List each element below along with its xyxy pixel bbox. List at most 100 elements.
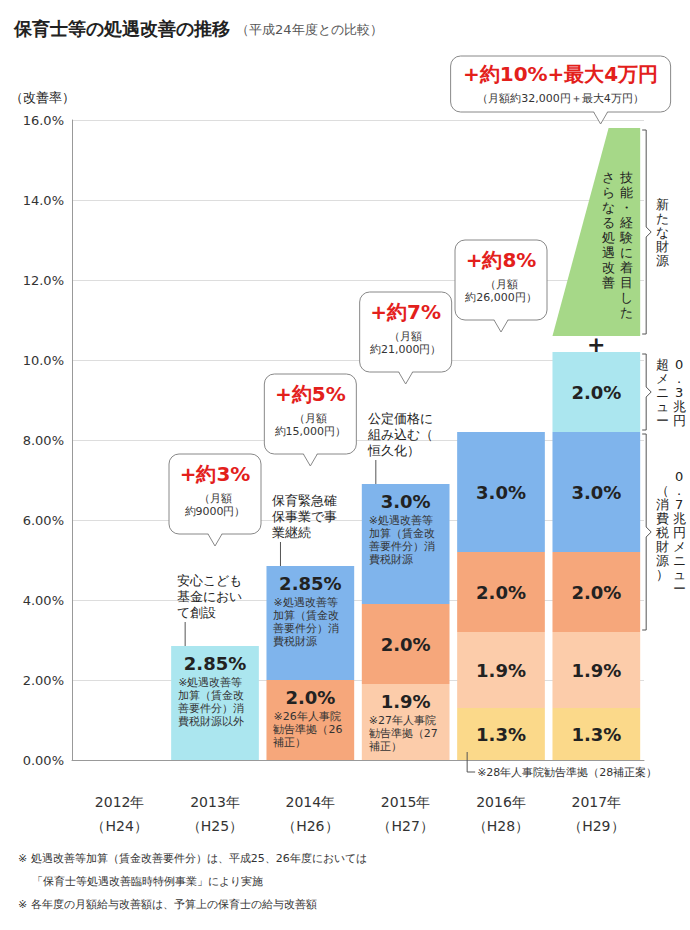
svg-text:技: 技	[619, 170, 633, 185]
svg-text:2017年: 2017年	[572, 794, 622, 810]
svg-text:2.0%: 2.0%	[476, 582, 526, 603]
svg-text:善要件分）消: 善要件分）消	[369, 540, 435, 553]
svg-text:0.00%: 0.00%	[23, 753, 64, 768]
svg-text:ュ: ュ	[673, 567, 686, 582]
svg-text:善: 善	[602, 275, 615, 290]
svg-text:源: 源	[656, 253, 669, 268]
svg-text:超: 超	[656, 357, 669, 372]
svg-text:源: 源	[656, 553, 669, 568]
svg-text:勧告準拠（27: 勧告準拠（27	[369, 727, 438, 740]
svg-text:※ 処遇改善等加算（賃金改善要件分）は、平成25、26年度に: ※ 処遇改善等加算（賃金改善要件分）は、平成25、26年度においては	[18, 852, 367, 865]
svg-text:2.85%: 2.85%	[279, 573, 341, 594]
svg-text:ー: ー	[673, 581, 686, 596]
svg-text:3.0%: 3.0%	[381, 491, 431, 512]
svg-text:た: た	[656, 211, 669, 226]
svg-text:円: 円	[673, 413, 686, 428]
svg-text:「保育士等処遇改善臨時特例事業」により実施: 「保育士等処遇改善臨時特例事業」により実施	[32, 875, 263, 888]
svg-text:4.00%: 4.00%	[23, 593, 64, 608]
svg-text:（: （	[656, 483, 669, 498]
svg-text:2.0%: 2.0%	[381, 634, 431, 655]
svg-text:（H24）: （H24）	[91, 818, 147, 834]
svg-text:14.0%: 14.0%	[23, 193, 64, 208]
svg-text:※ 各年度の月額給与改善額は、予算上の保育士の給与改善額: ※ 各年度の月額給与改善額は、予算上の保育士の給与改善額	[18, 898, 317, 911]
svg-text:（H28）: （H28）	[473, 818, 529, 834]
svg-text:1.9%: 1.9%	[571, 660, 621, 681]
svg-text:（月額: （月額	[199, 492, 232, 505]
svg-text:ニ: ニ	[673, 553, 686, 568]
svg-text:+: +	[587, 332, 605, 357]
svg-text:2.00%: 2.00%	[23, 673, 64, 688]
svg-text:善要件分）消: 善要件分）消	[178, 702, 244, 715]
svg-text:2.0%: 2.0%	[285, 687, 335, 708]
svg-text:組み込む（: 組み込む（	[367, 427, 433, 442]
svg-text:費: 費	[656, 511, 669, 526]
svg-text:公定価格に: 公定価格に	[368, 411, 433, 426]
svg-text:2012年: 2012年	[95, 794, 145, 810]
svg-text:着: 着	[620, 260, 633, 275]
svg-text:3.0%: 3.0%	[476, 482, 526, 503]
svg-text:メ: メ	[673, 539, 686, 554]
svg-text:経: 経	[619, 215, 633, 230]
svg-text:ニ: ニ	[656, 385, 669, 400]
svg-text:約9000円）: 約9000円）	[185, 505, 246, 518]
svg-text:2.85%: 2.85%	[184, 653, 246, 674]
svg-text:（H25）: （H25）	[187, 818, 243, 834]
svg-text:費税財源以外: 費税財源以外	[178, 715, 244, 728]
svg-text:保育士等の処遇改善の推移: 保育士等の処遇改善の推移	[13, 18, 230, 39]
svg-text:新: 新	[656, 197, 669, 212]
svg-text:3.0%: 3.0%	[571, 482, 621, 503]
svg-text:2015年: 2015年	[381, 794, 431, 810]
svg-text:補正）: 補正）	[369, 740, 402, 753]
svg-text:兆: 兆	[673, 511, 686, 526]
svg-text:6.00%: 6.00%	[23, 513, 64, 528]
svg-text:保事業で事: 保事業で事	[272, 509, 337, 524]
svg-text:加算（賃金改: 加算（賃金改	[178, 689, 244, 702]
svg-text:ら: ら	[602, 185, 615, 200]
svg-text:0: 0	[675, 357, 683, 372]
svg-text:財: 財	[656, 539, 669, 554]
svg-text:財: 財	[656, 239, 669, 254]
svg-text:+約10%+最大4万円: +約10%+最大4万円	[463, 62, 658, 86]
svg-text:な: な	[602, 200, 615, 215]
svg-text:+約8%: +約8%	[466, 248, 537, 272]
svg-text:+約3%: +約3%	[180, 462, 251, 486]
svg-text:処: 処	[602, 230, 615, 245]
svg-text:※処遇改善等: ※処遇改善等	[178, 676, 242, 689]
svg-text:補正）: 補正）	[273, 736, 306, 749]
svg-text:加算（賃金改: 加算（賃金改	[369, 527, 435, 540]
svg-text:て創設: て創設	[177, 605, 216, 620]
svg-text:2014年: 2014年	[286, 794, 336, 810]
svg-text:ュ: ュ	[656, 399, 669, 414]
svg-text:（月額: （月額	[389, 330, 422, 343]
svg-text:+約7%: +約7%	[370, 300, 441, 324]
svg-text:約26,000円）: 約26,000円）	[465, 291, 537, 304]
svg-text:遇: 遇	[602, 245, 615, 260]
svg-text:恒久化）: 恒久化）	[367, 443, 420, 458]
svg-text:し: し	[620, 290, 633, 305]
svg-text:+約5%: +約5%	[275, 382, 346, 406]
svg-text:・: ・	[620, 200, 633, 215]
svg-text:善要件分）消: 善要件分）消	[273, 622, 339, 635]
svg-text:さ: さ	[602, 170, 615, 185]
svg-text:（H26）: （H26）	[282, 818, 338, 834]
svg-text:2.0%: 2.0%	[571, 582, 621, 603]
svg-text:円: 円	[673, 525, 686, 540]
svg-text:※26年人事院: ※26年人事院	[273, 710, 340, 723]
svg-text:業継続: 業継続	[272, 525, 311, 540]
svg-text:3: 3	[675, 385, 683, 400]
svg-text:（H29）: （H29）	[568, 818, 624, 834]
svg-text:1.9%: 1.9%	[381, 691, 431, 712]
svg-text:（月額約32,000円＋最大4万円）: （月額約32,000円＋最大4万円）	[477, 92, 644, 105]
svg-text:費税財源: 費税財源	[273, 635, 317, 648]
svg-text:16.0%: 16.0%	[23, 113, 64, 128]
svg-text:8.00%: 8.00%	[23, 433, 64, 448]
svg-text:※処遇改善等: ※処遇改善等	[273, 596, 337, 609]
svg-text:ー: ー	[656, 413, 669, 428]
svg-text:※28年人事院勧告準拠（28補正案）: ※28年人事院勧告準拠（28補正案）	[477, 766, 657, 779]
svg-text:2016年: 2016年	[476, 794, 526, 810]
svg-text:（月額: （月額	[485, 278, 518, 291]
svg-text:た: た	[620, 305, 633, 320]
svg-text:2013年: 2013年	[190, 794, 240, 810]
svg-text:消: 消	[656, 497, 669, 512]
svg-text:保育緊急確: 保育緊急確	[272, 493, 337, 508]
